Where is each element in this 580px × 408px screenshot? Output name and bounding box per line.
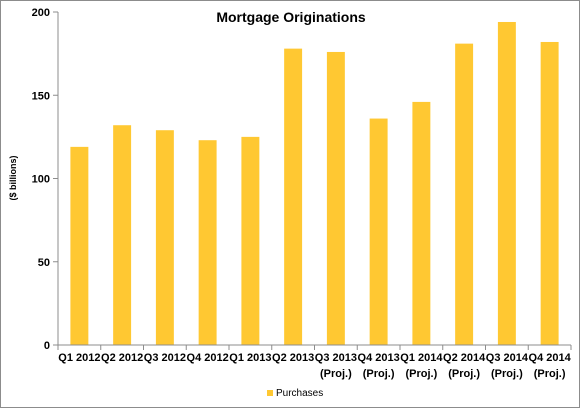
- x-tick-label: (Proj.): [405, 368, 437, 380]
- x-tick-label: (Proj.): [534, 368, 566, 380]
- y-tick-label: 200: [32, 7, 50, 19]
- bar: [326, 51, 345, 346]
- bar: [540, 41, 559, 345]
- y-tick-label: 0: [44, 340, 50, 352]
- legend-label-purchases: Purchases: [276, 388, 323, 399]
- x-tick-label: Q2 2012: [101, 352, 143, 364]
- x-tick-label: Q3 2013: [315, 352, 357, 364]
- x-tick-label: Q3 2014: [486, 352, 529, 364]
- bar: [412, 101, 431, 345]
- bar: [369, 118, 388, 345]
- y-tick-label: 150: [32, 90, 50, 102]
- y-tick-label: 100: [32, 174, 50, 186]
- x-tick-label: (Proj.): [320, 368, 352, 380]
- x-tick-label: Q4 2012: [187, 352, 229, 364]
- chart-title: Mortgage Originations: [216, 9, 366, 25]
- x-tick-label: (Proj.): [491, 368, 523, 380]
- y-tick-label: 50: [38, 257, 50, 269]
- x-tick-label: (Proj.): [363, 368, 395, 380]
- x-tick-label: Q1 2012: [58, 352, 100, 364]
- x-tick-label: (Proj.): [448, 368, 480, 380]
- bar: [241, 136, 260, 345]
- bar: [70, 146, 89, 345]
- x-tick-label: Q1 2013: [229, 352, 271, 364]
- y-axis: 0 50 100 150 200: [32, 7, 59, 352]
- legend: Purchases: [267, 388, 323, 399]
- bar: [198, 140, 217, 345]
- bars: [70, 21, 559, 346]
- bar: [497, 21, 516, 346]
- x-tick-label: Q2 2013: [272, 352, 314, 364]
- bar: [455, 43, 474, 345]
- x-tick-label: Q4 2014: [529, 352, 572, 364]
- x-tick-label: Q3 2012: [144, 352, 186, 364]
- x-tick-label: Q4 2013: [358, 352, 400, 364]
- legend-swatch-purchases: [267, 390, 273, 396]
- x-axis: Q1 2012 Q2 2012 Q3 2012 Q4 2012 Q1 2013 Q2 20…: [57, 344, 572, 380]
- y-axis-title: ($ billions): [8, 155, 18, 200]
- x-tick-label: Q1 2014: [400, 352, 443, 364]
- bar: [113, 125, 132, 345]
- bar: [284, 48, 303, 345]
- x-tick-label: Q2 2014: [443, 352, 486, 364]
- bar: [155, 130, 174, 345]
